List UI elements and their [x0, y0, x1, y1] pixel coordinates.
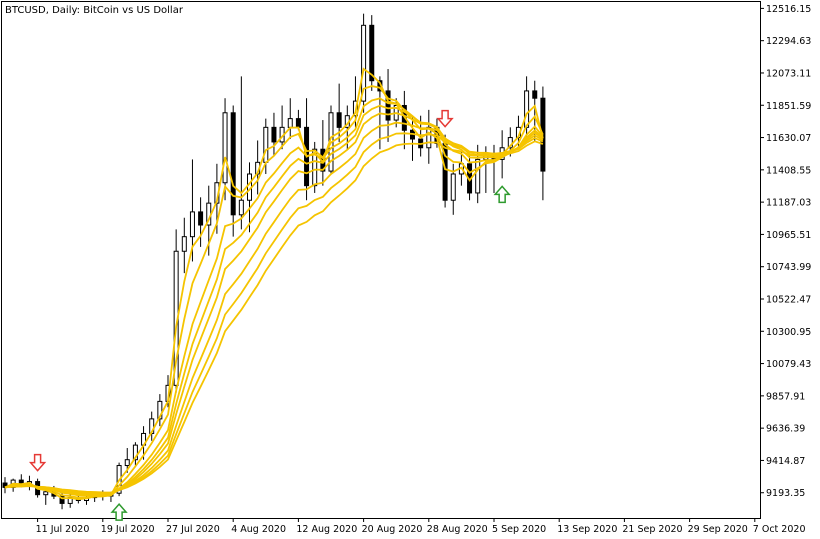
- candle-body-bull: [238, 199, 244, 216]
- candle-body-bull: [157, 400, 163, 420]
- candle[interactable]: [157, 394, 163, 427]
- signal-arrows-layer: [28, 109, 511, 521]
- y-tick-label: 10300.95: [766, 327, 811, 338]
- x-tick-label: 19 Jul 2020: [101, 524, 155, 535]
- candle-body-bull: [189, 211, 195, 238]
- candle[interactable]: [385, 69, 391, 142]
- y-tick-label: 10079.43: [766, 359, 811, 370]
- candle-body-bear: [336, 112, 342, 128]
- x-tick-label: 4 Aug 2020: [231, 524, 286, 535]
- y-tick-label: 11187.03: [766, 198, 811, 209]
- candle[interactable]: [369, 15, 375, 91]
- sell-arrow-icon: [28, 453, 47, 472]
- candle[interactable]: [238, 76, 244, 230]
- candle-body-bear: [230, 112, 236, 216]
- candle[interactable]: [132, 442, 138, 466]
- candle-body-bull: [181, 236, 187, 252]
- candle[interactable]: [189, 159, 195, 262]
- candle-body-bull: [263, 126, 269, 163]
- candle-body-bull: [43, 491, 49, 496]
- y-tick-label: 10743.99: [766, 262, 811, 273]
- candle-body-bull: [132, 444, 138, 461]
- candle[interactable]: [198, 197, 204, 247]
- candle[interactable]: [532, 80, 538, 142]
- candle[interactable]: [181, 217, 187, 274]
- x-tick-label: 11 Jul 2020: [36, 524, 90, 535]
- y-tick-label: 11851.59: [766, 101, 811, 112]
- y-tick-label: 9193.35: [766, 488, 805, 499]
- x-tick-label: 27 Jul 2020: [166, 524, 220, 535]
- y-tick-label: 9414.87: [766, 456, 805, 467]
- candle-body-bull: [222, 112, 228, 184]
- y-tick-label: 10522.47: [766, 294, 811, 305]
- y-tick-label: 12516.15: [766, 4, 811, 15]
- candle-body-bear: [295, 118, 301, 128]
- candle-body-bull: [312, 148, 318, 187]
- y-tick-label: 9857.91: [766, 391, 805, 402]
- chart-title: BTCUSD, Daily: BitCoin vs US Dollar: [5, 5, 184, 16]
- y-tick-label: 11408.55: [766, 165, 811, 176]
- x-tick-label: 5 Sep 2020: [492, 524, 546, 535]
- y-tick-label: 12294.63: [766, 36, 811, 47]
- y-tick-label: 12073.11: [766, 68, 811, 79]
- plot-frame: [1, 1, 761, 519]
- x-tick-label: 21 Sep 2020: [622, 524, 682, 535]
- candle[interactable]: [222, 98, 228, 201]
- candle[interactable]: [361, 13, 367, 113]
- candle-body-bear: [385, 90, 391, 121]
- candle-body-bull: [524, 90, 530, 128]
- candle-body-bear: [369, 24, 375, 82]
- buy-arrow-icon: [493, 185, 511, 204]
- candle-body-bear: [532, 90, 538, 99]
- moving-averages-layer: [4, 67, 544, 501]
- candle-body-bull: [361, 24, 367, 102]
- y-tick-label: 10965.51: [766, 230, 811, 241]
- price-axis: 12516.15 12294.63 12073.11 11851.59 11630.07…: [760, 4, 811, 499]
- candle[interactable]: [271, 112, 277, 157]
- x-tick-label: 20 Aug 2020: [362, 524, 423, 535]
- x-tick-label: 29 Sep 2020: [688, 524, 748, 535]
- candle-body-bull: [475, 158, 481, 194]
- y-tick-label: 9636.39: [766, 424, 805, 435]
- candle-body-bull: [450, 173, 456, 201]
- candle-body-bull: [287, 118, 293, 128]
- candle-body-bull: [124, 459, 130, 467]
- sell-arrow-icon: [436, 109, 454, 128]
- candle[interactable]: [230, 105, 236, 237]
- x-tick-label: 7 Oct 2020: [753, 524, 806, 535]
- ma-line: [4, 140, 544, 494]
- time-axis: 11 Jul 2020 19 Jul 2020 27 Jul 2020 4 Aug 2…: [36, 518, 806, 535]
- candle-body-bear: [271, 126, 277, 143]
- x-tick-label: 12 Aug 2020: [296, 524, 357, 535]
- candle-body-bear: [198, 211, 204, 226]
- x-tick-label: 13 Sep 2020: [557, 524, 617, 535]
- y-tick-label: 11630.07: [766, 133, 811, 144]
- x-tick-label: 28 Aug 2020: [427, 524, 488, 535]
- buy-arrow-icon: [110, 502, 128, 521]
- ma-line: [4, 85, 544, 499]
